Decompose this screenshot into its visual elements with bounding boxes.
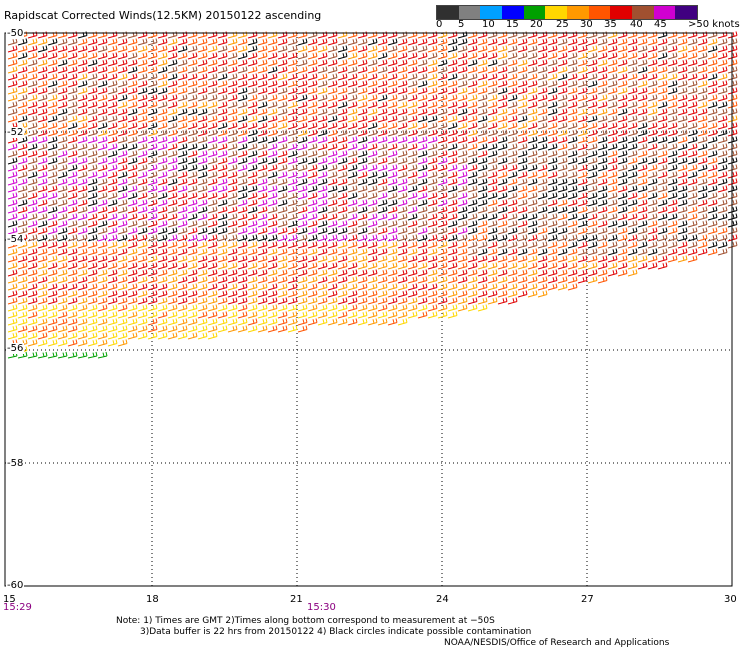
- legend-label: 45: [654, 19, 667, 30]
- legend-label: 0: [436, 19, 443, 30]
- gmt-time-label-2: 15:30: [307, 602, 336, 613]
- note-line-1: Note: 1) Times are GMT 2)Times along bot…: [116, 616, 495, 626]
- legend-swatch: [567, 6, 589, 19]
- lon-label-27: 27: [581, 594, 594, 605]
- legend-label: 20: [530, 19, 543, 30]
- legend-swatch: [610, 6, 633, 19]
- legend-swatch: [458, 6, 481, 19]
- legend-swatch: [653, 6, 676, 19]
- legend-label: 5: [458, 19, 465, 30]
- legend-label: 35: [604, 19, 617, 30]
- lat-label-60: -60: [6, 580, 25, 591]
- legend-label: 25: [556, 19, 569, 30]
- wind-barbs: [7, 31, 738, 359]
- lon-label-15: 15: [3, 594, 16, 605]
- legend-label: 40: [630, 19, 643, 30]
- legend-swatch: [480, 6, 503, 19]
- lat-label-54: -54: [6, 234, 25, 245]
- credit-line: NOAA/NESDIS/Office of Research and Appli…: [444, 638, 670, 648]
- legend-swatch: [545, 6, 568, 19]
- legend-label: 10: [482, 19, 495, 30]
- legend-swatch: [502, 6, 524, 19]
- lon-label-18: 18: [146, 594, 159, 605]
- lon-label-30: 30: [724, 594, 737, 605]
- note-line-2: 3)Data buffer is 22 hrs from 20150122 4)…: [140, 627, 532, 637]
- legend-swatch: [588, 6, 611, 19]
- legend-label: 30: [580, 19, 593, 30]
- lat-label-58: -58: [6, 458, 25, 469]
- legend-swatch: [437, 6, 459, 19]
- legend-label: >50 knots: [688, 19, 740, 30]
- lon-label-24: 24: [436, 594, 449, 605]
- legend-label: 15: [506, 19, 519, 30]
- legend-swatch: [523, 6, 546, 19]
- map-title: Rapidscat Corrected Winds(12.5KM) 201501…: [4, 9, 322, 22]
- lon-label-21: 21: [290, 594, 303, 605]
- lat-label-52: -52: [6, 127, 25, 138]
- legend-swatch: [675, 6, 698, 19]
- lat-label-56: -56: [6, 343, 25, 354]
- plot-frame: [4, 32, 733, 587]
- legend-swatch: [632, 6, 654, 19]
- lat-label-50: -50: [6, 28, 25, 39]
- wind-speed-color-legend: [436, 5, 698, 20]
- gmt-time-label-1: 15:29: [3, 602, 32, 613]
